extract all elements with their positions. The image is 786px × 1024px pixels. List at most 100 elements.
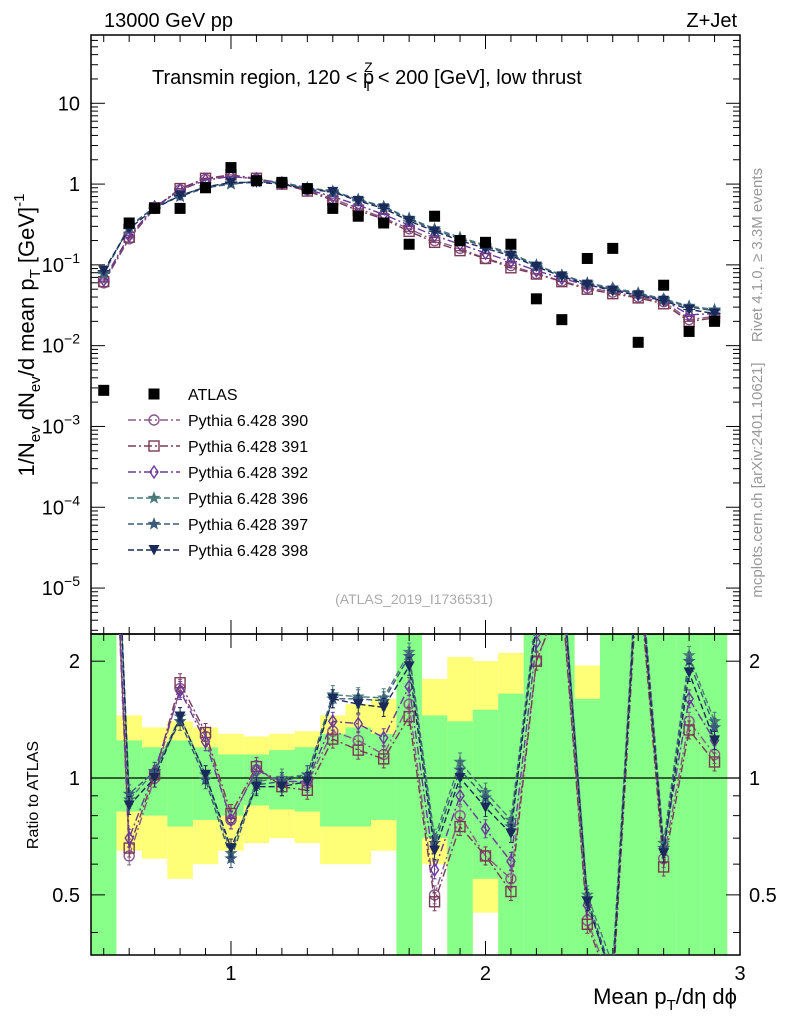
ratio-point [226,812,236,828]
x-axis-label: Mean pT/dη dϕ [593,984,737,1014]
mc-point [530,261,542,273]
data-point [429,210,441,222]
header-left: 13000 GeV pp [104,10,233,32]
ratio-point [250,781,262,793]
ratio-point [200,734,211,750]
ratio-point [607,959,619,970]
ratio-point [658,848,670,859]
rivet-version-text: Rivet 4.1.0, ≥ 3.3M events [749,168,766,342]
ratio-uncertainty-bands [91,634,740,955]
mc-point [505,262,517,274]
ratio-point [403,710,415,723]
ratio-point [378,730,389,746]
data-point [403,238,415,250]
ratio-point [607,970,619,981]
ratio-point [633,548,644,559]
ratio-point [556,558,567,569]
ratio-point [557,588,567,598]
ratio-band-green-24 [701,634,728,955]
data-point [658,279,670,291]
ratio-point [609,969,617,981]
y-tick-label-main: 10−2 [42,331,80,358]
data-point [556,314,568,326]
y-tick-label-main: 10 [58,93,80,115]
mc-point [98,265,110,277]
ratio-point [531,609,542,620]
mc-point [174,190,186,202]
mc-point [632,290,644,301]
ratio-point [633,562,643,572]
legend-label-5: Pythia 6.428 398 [188,543,308,560]
ratio-point [99,252,109,262]
legend-marker-4 [147,517,161,530]
y-axis-label-main: 1/Nev dNev/d mean pT [GeV]-1 [11,194,44,477]
ratio-point [353,716,364,731]
ratio-band-green-23 [676,634,702,955]
ratio-point [556,565,567,576]
ratio-point [123,800,135,811]
ratio-point [378,702,390,713]
ratio-point [683,667,695,679]
ratio-point [98,210,109,221]
ratio-point [634,543,642,555]
ratio-point [98,207,109,218]
data-point [581,252,593,264]
ratio-point [633,534,644,545]
data-point [709,315,721,327]
ratio-point [558,574,566,586]
ratio-point [377,753,390,765]
ratio-point [581,896,593,908]
y-tick-label-main: 10−5 [42,573,80,600]
ratio-point [633,557,643,567]
mcplots-credit-text: mcplots.cern.ch [arXiv:2401.10621] [749,362,766,597]
ratio-series [98,207,722,981]
data-point [479,236,491,248]
legend-label-4: Pythia 6.428 397 [188,517,308,534]
mc-point [225,177,237,188]
mc-point [505,250,517,262]
mc-point [683,304,695,316]
ratio-band-green-0 [91,634,117,955]
data-point [301,183,313,195]
ratio-point [403,661,415,672]
ratio-point [429,862,440,878]
ratio-point [175,683,185,698]
x-tick-label: 2 [480,963,491,985]
ratio-point [454,820,466,833]
x-tick-label: 3 [734,963,745,985]
data-point [454,235,466,247]
data-point [225,162,237,174]
ratio-band-green-20 [600,634,626,955]
mc-point [556,271,568,282]
data-point [352,210,364,222]
data-point [250,175,262,187]
legend-marker-5 [148,545,160,556]
ratio-point [707,720,722,734]
legend-label-0: Pythia 6.428 390 [188,413,308,430]
mc-point [709,308,721,320]
ratio-point [633,538,644,549]
mc-point [378,203,390,214]
ratio-point [709,735,721,746]
ratio-point [276,781,288,793]
data-point [149,202,161,214]
y-tick-label-main: 1 [69,174,80,196]
ratio-point [581,918,593,930]
ratio-point [480,821,491,837]
mc-point [327,186,339,198]
ratio-point [505,828,517,839]
ratio-point [200,769,212,781]
data-point [327,202,339,214]
ratio-band-green-3 [167,740,193,827]
legend-marker-3 [147,491,161,504]
legend-label-2: Pythia 6.428 392 [188,465,308,482]
data-point [98,384,110,396]
ratio-point [327,714,338,729]
ratio-point [428,896,441,908]
ratio-point [708,756,721,768]
legend-label-atlas: ATLAS [188,387,238,404]
y-tick-label-ratio: 0.5 [52,885,80,907]
ratio-point [100,243,108,255]
ratio-point [224,851,238,865]
y-tick-label-main: 10−4 [42,492,80,519]
